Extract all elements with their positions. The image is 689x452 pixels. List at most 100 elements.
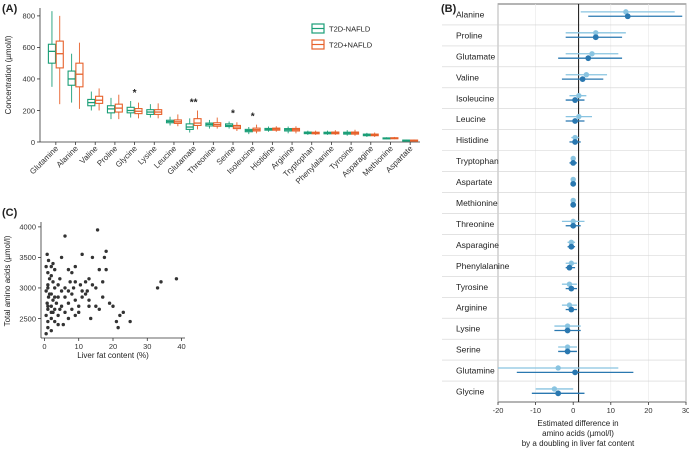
- panel-b-row-label-proline: Proline: [456, 30, 483, 40]
- scatter-point: [53, 295, 57, 299]
- scatter-point: [53, 286, 57, 290]
- estimate-dark-proline: [592, 34, 599, 41]
- panel-b-row-label-phenylalanine: Phenylalanine: [456, 261, 510, 271]
- panel-b-row-label-asparagine: Asparagine: [456, 240, 499, 250]
- scatter-point: [46, 270, 50, 275]
- panel-b-x-tick-label: 10: [607, 406, 615, 415]
- scatter-point: [59, 255, 64, 260]
- panel-b-row-label-glutamate: Glutamate: [456, 51, 495, 61]
- panel-b-x-tick-label: -10: [530, 406, 541, 415]
- scatter-point: [73, 264, 77, 269]
- estimate-dark-phenylalanine: [566, 264, 573, 271]
- scatter-point: [46, 325, 50, 330]
- panel-b-forest-plot: Alanine Proline Glutamate Valine Isoleucine L…: [442, 3, 689, 448]
- estimate-light-alanine: [623, 9, 629, 15]
- scatter-point: [97, 267, 101, 272]
- box-t2d-nafld-glutamine: [47, 43, 57, 64]
- estimate-dark-leucine: [572, 118, 578, 124]
- scatter-point: [97, 307, 101, 312]
- panel-b-row-label-isoleucine: Isoleucine: [456, 93, 495, 103]
- panel-a-boxplot: Concentration (µmol/l) 0 200 400 600 800 Glu…: [4, 8, 420, 186]
- panel-a-y-tick-label: 600: [22, 43, 35, 52]
- scatter-point: [58, 307, 62, 312]
- panel-b-row-label-aspartate: Aspartate: [456, 177, 493, 187]
- estimate-light-leucine: [576, 113, 582, 120]
- panel-c-y-tick-label: 3000: [19, 284, 36, 293]
- scatter-point: [46, 258, 51, 263]
- scatter-point: [114, 319, 119, 324]
- estimate-dark-glutamine: [572, 369, 578, 376]
- scatter-point: [159, 280, 163, 284]
- scatter-point: [121, 310, 125, 315]
- scatter-point: [56, 322, 60, 327]
- scatter-point: [46, 319, 50, 324]
- scatter-point: [61, 322, 65, 327]
- scatter-point: [44, 313, 48, 318]
- scatter-point: [46, 304, 50, 308]
- panel-b-row-label-histidine: Histidine: [456, 135, 489, 145]
- panel-c-y-label: Total amino acids (µmol/l): [3, 235, 12, 326]
- scatter-point: [44, 332, 48, 336]
- panel-b-label: (B): [441, 3, 457, 15]
- estimate-dark-asparagine: [568, 243, 575, 250]
- estimate-dark-lysine: [564, 327, 571, 334]
- scatter-point: [104, 267, 108, 272]
- panel-c-x-tick-label: 30: [143, 342, 151, 351]
- panel-b-row-label-tyrosine: Tyrosine: [456, 282, 488, 292]
- panel-a-y-label: Concentration (µmol/l): [4, 35, 13, 114]
- scatter-point: [53, 307, 57, 312]
- panel-a-x-tick-label-glycine: Glycine: [114, 144, 140, 170]
- scatter-point: [66, 289, 71, 293]
- scatter-point: [104, 249, 108, 254]
- scatter-point: [44, 264, 48, 269]
- panel-c-y-tick-label: 3500: [19, 253, 36, 262]
- panel-b-x-label-line-2: amino acids (µmol/l): [542, 429, 614, 438]
- panel-b-row-label-alanine: Alanine: [456, 9, 485, 19]
- estimate-light-proline: [593, 30, 599, 36]
- scatter-point: [90, 255, 95, 260]
- estimate-light-glutamine: [555, 365, 561, 371]
- scatter-point: [49, 316, 53, 321]
- estimate-light-threonine: [570, 218, 576, 225]
- scatter-point: [101, 280, 105, 284]
- panel-b-row-label-arginine: Arginine: [456, 303, 487, 313]
- scatter-point: [102, 255, 107, 260]
- panel-b-x-tick-label: 0: [571, 406, 575, 415]
- panel-a-x-tick-label-glutamine: Glutamine: [28, 144, 61, 177]
- scatter-point: [56, 283, 60, 287]
- scatter-point: [66, 316, 71, 321]
- significance-marker-serine: *: [231, 109, 235, 120]
- panel-c-scatter: Total amino acids (µmol/l) Liver fat con…: [3, 222, 186, 360]
- estimate-dark-serine: [564, 348, 571, 355]
- scatter-point: [111, 304, 115, 308]
- panel-c-label: (C): [2, 207, 18, 219]
- scatter-point: [49, 304, 53, 308]
- scatter-point: [174, 277, 179, 281]
- box-t2d-nafld-alanine: [75, 62, 84, 88]
- significance-marker-glutamate: **: [190, 97, 198, 108]
- scatter-point: [47, 292, 52, 296]
- panel-a-label: (A): [2, 3, 18, 15]
- scatter-point: [73, 313, 77, 318]
- scatter-point: [85, 289, 89, 293]
- box-t2d-nafld-glutamine: [55, 40, 64, 69]
- scatter-point: [49, 310, 53, 315]
- scatter-point: [49, 274, 53, 278]
- significance-marker-glycine: *: [133, 88, 137, 99]
- estimate-light-tryptophan: [570, 155, 576, 162]
- scatter-point: [83, 292, 88, 296]
- scatter-point: [101, 295, 105, 299]
- scatter-point: [87, 304, 91, 308]
- estimate-dark-threonine: [570, 222, 577, 229]
- panel-a-y-tick-label: 400: [22, 75, 35, 84]
- scatter-point: [46, 286, 50, 290]
- panel-b-row-label-lysine: Lysine: [456, 324, 481, 334]
- estimate-light-phenylalanine: [568, 260, 575, 266]
- scatter-point: [80, 289, 84, 293]
- scatter-point: [51, 298, 55, 302]
- estimate-light-tyrosine: [566, 281, 573, 287]
- scatter-point: [77, 304, 81, 308]
- panel-c-x-label: Liver fat content (%): [77, 351, 149, 360]
- scatter-point: [44, 289, 48, 293]
- box-t2d-nafld-glutamate: [193, 118, 202, 126]
